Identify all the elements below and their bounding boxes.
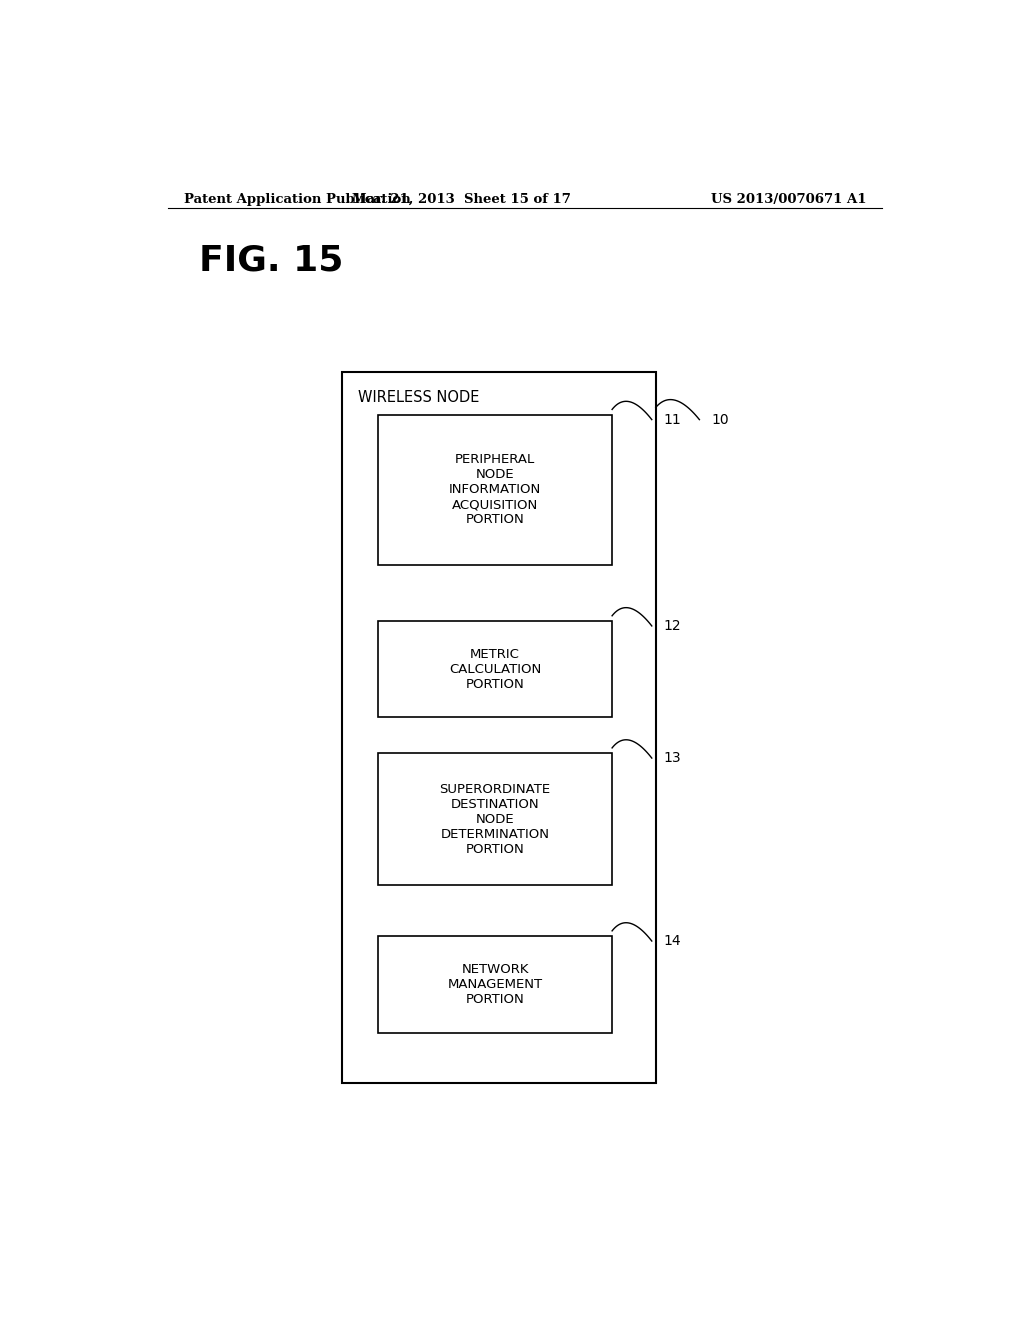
Text: Patent Application Publication: Patent Application Publication bbox=[183, 193, 411, 206]
Text: 10: 10 bbox=[712, 413, 729, 426]
Bar bbox=[378, 936, 612, 1032]
Text: 12: 12 bbox=[664, 619, 681, 634]
Text: NETWORK
MANAGEMENT
PORTION: NETWORK MANAGEMENT PORTION bbox=[447, 962, 543, 1006]
Bar bbox=[378, 620, 612, 718]
Text: 14: 14 bbox=[664, 935, 681, 948]
Text: SUPERORDINATE
DESTINATION
NODE
DETERMINATION
PORTION: SUPERORDINATE DESTINATION NODE DETERMINA… bbox=[439, 783, 551, 855]
Text: Mar. 21, 2013  Sheet 15 of 17: Mar. 21, 2013 Sheet 15 of 17 bbox=[352, 193, 570, 206]
Text: 11: 11 bbox=[664, 413, 681, 426]
Bar bbox=[378, 752, 612, 886]
Text: METRIC
CALCULATION
PORTION: METRIC CALCULATION PORTION bbox=[449, 648, 541, 690]
Bar bbox=[378, 414, 612, 565]
Text: 13: 13 bbox=[664, 751, 681, 766]
Text: PERIPHERAL
NODE
INFORMATION
ACQUISITION
PORTION: PERIPHERAL NODE INFORMATION ACQUISITION … bbox=[449, 453, 541, 527]
Bar bbox=[342, 372, 655, 1084]
Text: FIG. 15: FIG. 15 bbox=[200, 243, 344, 277]
Text: WIRELESS NODE: WIRELESS NODE bbox=[358, 391, 479, 405]
Text: US 2013/0070671 A1: US 2013/0070671 A1 bbox=[711, 193, 866, 206]
